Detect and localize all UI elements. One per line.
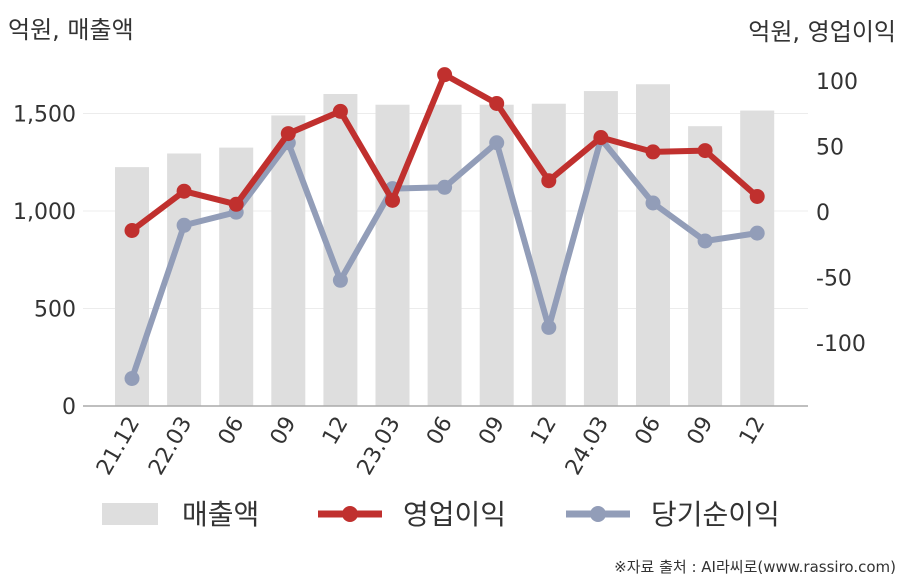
point-operating-profit [437,67,453,83]
x-tick-label: 06 [214,413,250,450]
point-operating-profit [697,143,713,159]
left-axis-ticks: 0 500 1,000 1,500 [13,103,76,421]
right-tick-label: 0 [816,201,830,226]
point-net-income [437,179,453,195]
bar-sales [115,167,149,406]
legend-label-operating-profit: 영업이익 [403,498,506,531]
line-series [124,67,765,386]
x-tick-label: 21.12 [92,413,145,480]
left-tick-label: 1,500 [13,103,76,128]
right-tick-label: -100 [816,332,866,357]
x-tick-label: 09 [266,413,302,450]
right-tick-label: 50 [816,136,844,161]
point-operating-profit [385,192,400,208]
point-net-income [541,319,557,335]
bar-sales [740,110,775,406]
left-tick-label: 500 [34,298,76,323]
bar-sales [271,115,306,406]
bar-series [115,84,775,407]
point-net-income [645,195,661,211]
bar-sales [427,104,462,406]
point-operating-profit [228,196,244,212]
point-operating-profit [176,183,192,199]
x-tick-label: 06 [631,413,667,450]
bar-sales [636,84,670,406]
x-tick-label: 12 [526,413,562,450]
point-operating-profit [749,188,765,204]
point-operating-profit [645,144,661,160]
point-operating-profit [593,130,609,146]
x-tick-label: 09 [683,413,719,450]
point-net-income [176,217,192,233]
legend-marker-operating-profit [342,506,358,522]
point-operating-profit [541,173,557,189]
x-tick-label: 12 [318,413,354,450]
x-tick-label: 23.03 [353,413,406,480]
point-net-income [332,272,348,288]
point-operating-profit [124,223,140,238]
point-operating-profit [280,126,296,142]
left-axis-unit: 억원, 매출액 [8,16,134,44]
legend-label-sales: 매출액 [182,498,259,531]
bar-sales [688,126,723,407]
point-operating-profit [332,103,348,119]
x-tick-label: 22.03 [144,413,197,480]
right-axis-ticks: -100 -50 0 50 100 [816,70,866,357]
point-net-income [124,370,140,386]
right-axis-unit: 억원, 영업이익 [748,18,896,46]
x-tick-label: 09 [474,413,510,450]
legend: 매출액 영업이익 당기순이익 [102,498,780,531]
source-note: ※자료 출처 : AI라씨로(www.rassiro.com) [614,558,896,576]
x-tick-label: 06 [422,413,458,450]
left-tick-label: 1,000 [13,200,76,225]
left-tick-label: 0 [62,395,76,420]
point-net-income [749,225,765,241]
right-tick-label: 100 [816,70,858,95]
legend-swatch-sales [102,503,158,525]
bar-sales [531,103,566,406]
point-operating-profit [489,95,505,111]
right-tick-label: -50 [816,267,852,292]
legend-marker-net-income [590,506,606,522]
legend-label-net-income: 당기순이익 [651,498,780,531]
x-tick-label: 24.03 [561,413,614,480]
x-tick-label: 12 [735,413,771,450]
bar-sales [375,104,410,406]
point-net-income [489,135,505,151]
point-net-income [697,233,713,249]
